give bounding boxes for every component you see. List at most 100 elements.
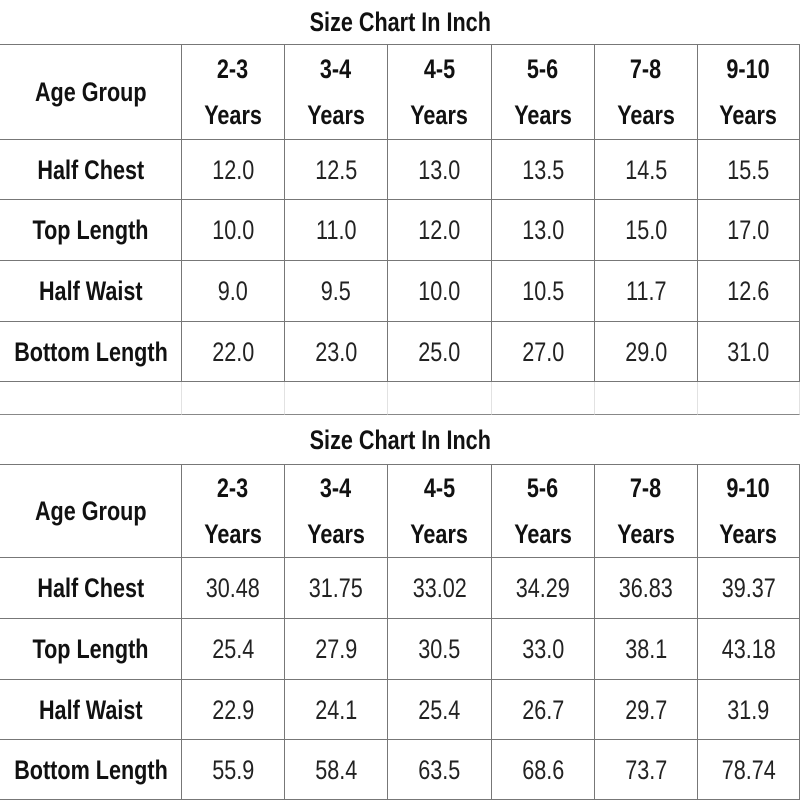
value-cell: 11.7 <box>595 261 698 322</box>
row-label: Top Length <box>32 634 149 664</box>
value: 13.0 <box>418 154 461 185</box>
value-cell: 31.0 <box>698 322 800 382</box>
value: 29.0 <box>624 336 668 367</box>
value-cell: 22.0 <box>182 322 285 382</box>
value-cell: 27.9 <box>285 619 388 680</box>
column-header: 3-4 <box>320 473 352 503</box>
value-cell: 25.4 <box>388 680 492 740</box>
value: 11.0 <box>315 215 357 245</box>
column-header: Years <box>514 100 572 130</box>
row-label-cell: Half Waist <box>0 261 182 322</box>
value: 63.5 <box>418 754 461 785</box>
value: 15.5 <box>727 154 770 185</box>
header-cell: 5-6 Years <box>492 45 595 140</box>
value-cell: 15.0 <box>595 200 698 261</box>
value-cell: 25.0 <box>388 322 492 382</box>
column-header: Years <box>514 519 572 549</box>
column-header: 7-8 <box>630 54 662 84</box>
column-header: 9-10 <box>726 54 771 84</box>
value-cell: 55.9 <box>182 740 285 800</box>
value: 25.0 <box>418 336 461 367</box>
table-title: Size Chart In Inch <box>0 415 800 465</box>
title-text: Size Chart In Inch <box>309 424 491 455</box>
value-cell: 29.7 <box>595 680 698 740</box>
empty-cell <box>285 382 388 415</box>
row-label-cell: Half Waist <box>0 680 182 740</box>
value: 10.0 <box>418 276 461 306</box>
header-cell: 9-10 Years <box>698 45 800 140</box>
value: 14.5 <box>624 154 668 185</box>
value-cell: 26.7 <box>492 680 595 740</box>
value: 13.5 <box>521 154 565 185</box>
value-cell: 12.5 <box>285 140 388 200</box>
header-cell: 3-4 Years <box>285 45 388 140</box>
value: 29.7 <box>624 694 668 725</box>
value-cell: 24.1 <box>285 680 388 740</box>
empty-cell <box>0 382 182 415</box>
column-header: Years <box>719 519 778 549</box>
empty-cell <box>182 382 285 415</box>
value: 31.9 <box>727 694 770 725</box>
value-cell: 10.0 <box>388 261 492 322</box>
value: 12.5 <box>314 154 358 185</box>
header-cell: 9-10 Years <box>698 465 800 558</box>
value-cell: 30.48 <box>182 558 285 619</box>
column-header: Years <box>307 100 365 130</box>
value: 55.9 <box>211 754 255 785</box>
row-label: Half Chest <box>37 573 144 603</box>
empty-cell <box>388 382 492 415</box>
value: 36.83 <box>618 573 674 603</box>
column-header: 3-4 <box>320 54 352 84</box>
value: 34.29 <box>515 573 571 603</box>
empty-cell <box>492 382 595 415</box>
row-label: Top Length <box>32 215 149 245</box>
value: 73.7 <box>624 754 668 785</box>
row-label-cell: Top Length <box>0 200 182 261</box>
value-cell: 25.4 <box>182 619 285 680</box>
row-label-cell: Bottom Length <box>0 740 182 800</box>
value: 68.6 <box>521 754 565 785</box>
header-cell: 4-5 Years <box>388 45 492 140</box>
value-cell: 68.6 <box>492 740 595 800</box>
column-header: 9-10 <box>726 473 771 503</box>
value-cell: 12.0 <box>388 200 492 261</box>
value-cell: 30.5 <box>388 619 492 680</box>
value-cell: 13.5 <box>492 140 595 200</box>
column-header: 2-3 <box>217 54 249 84</box>
value-cell: 11.0 <box>285 200 388 261</box>
column-header: 5-6 <box>527 473 559 503</box>
value: 31.75 <box>308 573 364 603</box>
column-header: Years <box>204 519 262 549</box>
column-header: Years <box>410 100 469 130</box>
column-header: Years <box>307 519 365 549</box>
value: 15.0 <box>624 215 668 245</box>
value: 27.9 <box>314 634 358 664</box>
value: 39.37 <box>721 573 776 603</box>
value-cell: 78.74 <box>698 740 800 800</box>
header-cell: 5-6 Years <box>492 465 595 558</box>
header-cell: 4-5 Years <box>388 465 492 558</box>
title-text: Size Chart In Inch <box>309 7 491 37</box>
column-header: 2-3 <box>217 473 249 503</box>
value: 58.4 <box>314 754 358 785</box>
column-header: 7-8 <box>630 473 662 503</box>
value: 9.5 <box>320 276 352 306</box>
value-cell: 63.5 <box>388 740 492 800</box>
value: 30.48 <box>205 573 261 603</box>
value-cell: 12.6 <box>698 261 800 322</box>
header-cell: 2-3 Years <box>182 45 285 140</box>
column-header: Years <box>719 100 778 130</box>
value: 26.7 <box>521 694 565 725</box>
empty-cell <box>698 382 800 415</box>
value-cell: 22.9 <box>182 680 285 740</box>
value-cell: 13.0 <box>388 140 492 200</box>
row-label: Half Waist <box>38 694 143 725</box>
value: 43.18 <box>721 634 776 664</box>
value: 13.0 <box>521 215 565 245</box>
value-cell: 17.0 <box>698 200 800 261</box>
value-cell: 9.0 <box>182 261 285 322</box>
row-label-cell: Bottom Length <box>0 322 182 382</box>
column-header: Years <box>617 519 675 549</box>
value-cell: 31.9 <box>698 680 800 740</box>
